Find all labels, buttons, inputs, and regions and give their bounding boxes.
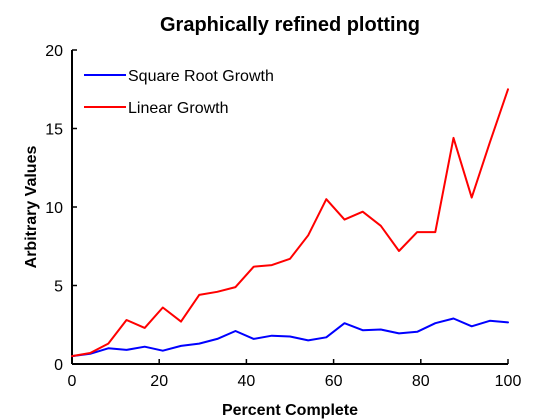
y-tick-label: 20 bbox=[45, 43, 63, 60]
x-tick-label: 40 bbox=[238, 373, 256, 390]
y-tick-label: 10 bbox=[45, 200, 63, 217]
y-axis-label: Arbitrary Values bbox=[23, 146, 40, 269]
y-tick-label: 0 bbox=[54, 357, 63, 374]
legend: Square Root Growth Linear Growth bbox=[84, 68, 274, 117]
series-line-1 bbox=[71, 88, 509, 358]
legend-label: Linear Growth bbox=[128, 100, 229, 117]
legend-label: Square Root Growth bbox=[128, 68, 274, 85]
x-tick-label: 80 bbox=[412, 373, 430, 390]
x-tick-label: 60 bbox=[325, 373, 343, 390]
x-tick-label: 20 bbox=[150, 373, 168, 390]
x-tick-label: 100 bbox=[495, 373, 522, 390]
series-lines bbox=[71, 88, 509, 358]
x-axis-label: Percent Complete bbox=[222, 402, 358, 419]
series-line-0 bbox=[71, 317, 509, 358]
axes: 0 20 40 60 80 100 0 5 10 15 20 bbox=[45, 43, 521, 390]
y-tick-label: 5 bbox=[54, 279, 63, 296]
y-tick-label: 15 bbox=[45, 122, 63, 139]
x-tick-label: 0 bbox=[68, 373, 77, 390]
chart-title: Graphically refined plotting bbox=[160, 14, 420, 36]
